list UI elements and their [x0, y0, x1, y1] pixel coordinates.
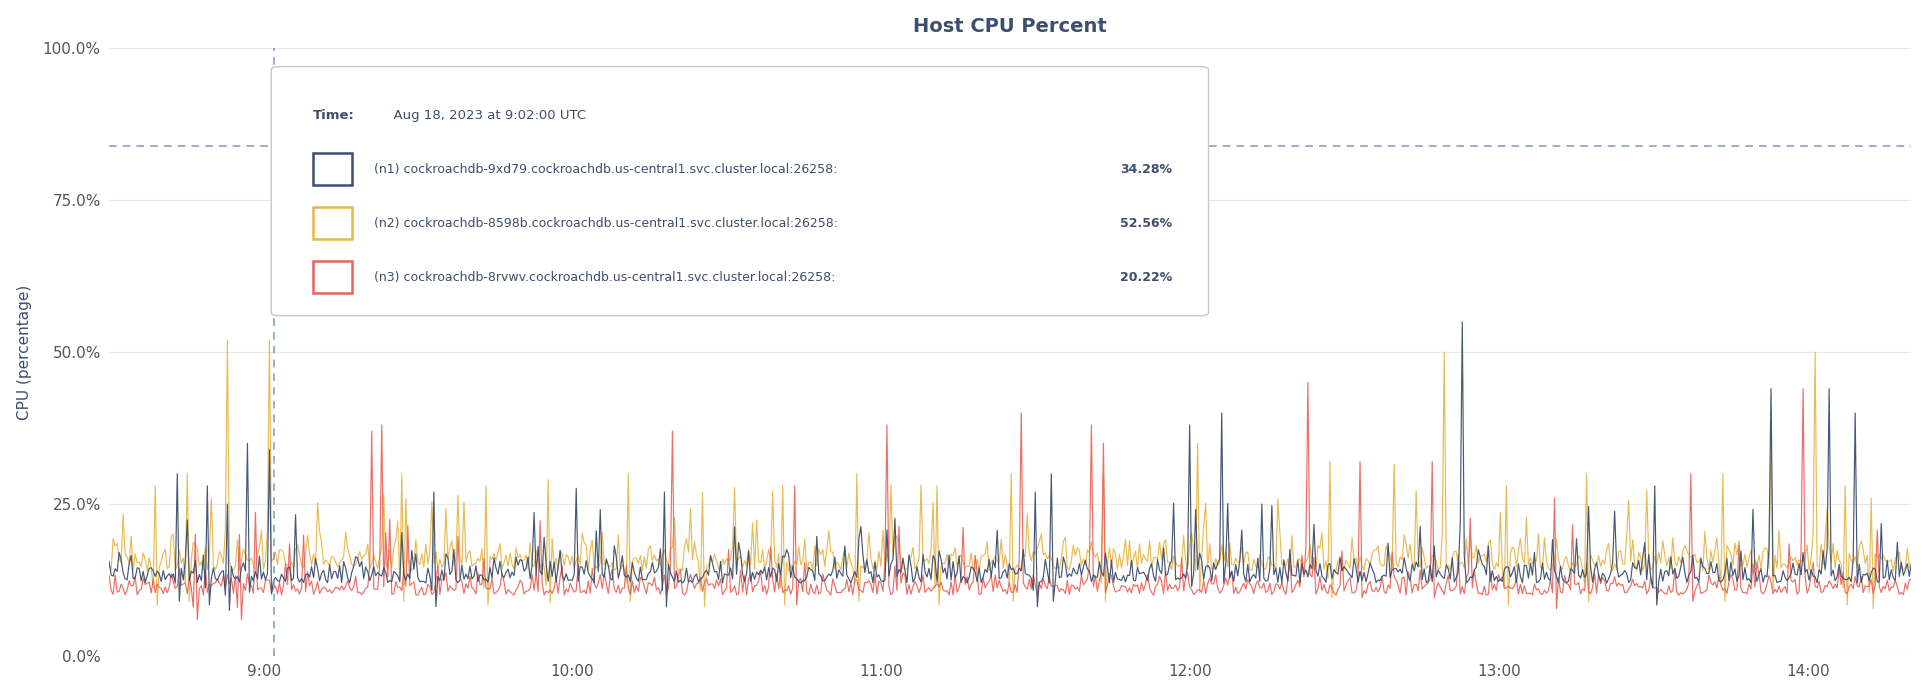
Text: (n3) cockroachdb-8rvwv.cockroachdb.us-central1.svc.cluster.local:26258:: (n3) cockroachdb-8rvwv.cockroachdb.us-ce…	[374, 271, 843, 284]
Text: 52.56%: 52.56%	[1120, 217, 1172, 230]
Text: 20.22%: 20.22%	[1120, 271, 1172, 284]
FancyBboxPatch shape	[272, 67, 1209, 316]
FancyBboxPatch shape	[312, 207, 353, 239]
FancyBboxPatch shape	[312, 261, 353, 293]
Text: 34.28%: 34.28%	[1120, 163, 1172, 176]
Text: (n2) cockroachdb-8598b.cockroachdb.us-central1.svc.cluster.local:26258:: (n2) cockroachdb-8598b.cockroachdb.us-ce…	[374, 217, 846, 230]
Title: Host CPU Percent: Host CPU Percent	[914, 17, 1107, 35]
FancyBboxPatch shape	[312, 153, 353, 184]
Text: Aug 18, 2023 at 9:02:00 UTC: Aug 18, 2023 at 9:02:00 UTC	[386, 109, 586, 122]
Y-axis label: CPU (percentage): CPU (percentage)	[17, 285, 31, 420]
Text: Time:: Time:	[312, 109, 355, 122]
Text: (n1) cockroachdb-9xd79.cockroachdb.us-central1.svc.cluster.local:26258:: (n1) cockroachdb-9xd79.cockroachdb.us-ce…	[374, 163, 844, 176]
